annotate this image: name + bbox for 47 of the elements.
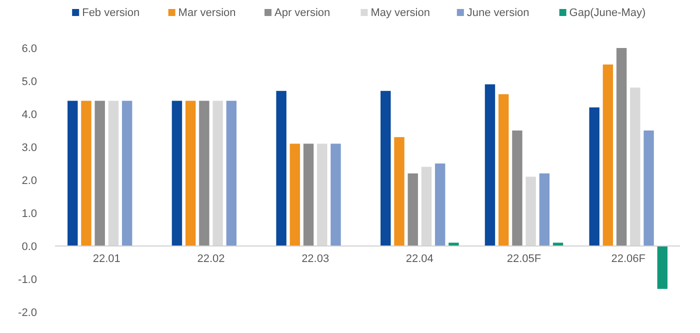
x-tick-label: 22.04 [406, 253, 434, 265]
y-tick-label: 0.0 [22, 240, 37, 253]
bar [657, 246, 668, 289]
bar [644, 130, 654, 246]
bar [616, 48, 627, 246]
bar [512, 130, 522, 246]
bar [81, 100, 92, 246]
bar [330, 144, 341, 246]
legend-label: Feb version [82, 7, 140, 19]
y-tick-label: 6.0 [22, 42, 37, 55]
bar [226, 100, 237, 246]
y-tick-label: 2.0 [22, 174, 37, 187]
y-tick-label: -2.0 [18, 306, 37, 319]
bar [484, 84, 496, 246]
bar [380, 90, 391, 246]
legend-label: Mar version [178, 7, 236, 19]
y-tick-label: 4.0 [22, 108, 37, 121]
bar [408, 173, 418, 246]
bar [172, 100, 182, 246]
x-tick-label: 22.06F [611, 253, 646, 265]
y-tick-label: 5.0 [22, 76, 37, 88]
bar [303, 144, 314, 246]
bar [199, 100, 210, 246]
bar [68, 100, 78, 246]
y-tick-label: -1.0 [18, 274, 37, 286]
x-tick-label: 22.03 [302, 253, 330, 265]
y-tick-label: 1.0 [22, 208, 37, 220]
bar [94, 100, 105, 246]
bar [290, 144, 300, 246]
bar [498, 94, 509, 246]
bar [185, 100, 196, 246]
x-tick-label: 22.05F [506, 253, 542, 265]
legend-label: Gap(June-May) [569, 7, 646, 19]
legend-label: Apr version [274, 7, 330, 19]
bar [434, 164, 446, 246]
x-tick-label: 22.02 [197, 253, 225, 265]
legend-label: May version [370, 7, 430, 19]
bar [122, 100, 132, 246]
bar [589, 107, 600, 246]
bar [539, 173, 550, 246]
bar [394, 137, 404, 246]
legend-label: June version [466, 7, 530, 19]
bar [448, 242, 459, 246]
bar [602, 64, 614, 246]
x-tick-label: 22.01 [92, 253, 120, 265]
bar [276, 90, 286, 246]
y-tick-label: 3.0 [22, 142, 37, 154]
